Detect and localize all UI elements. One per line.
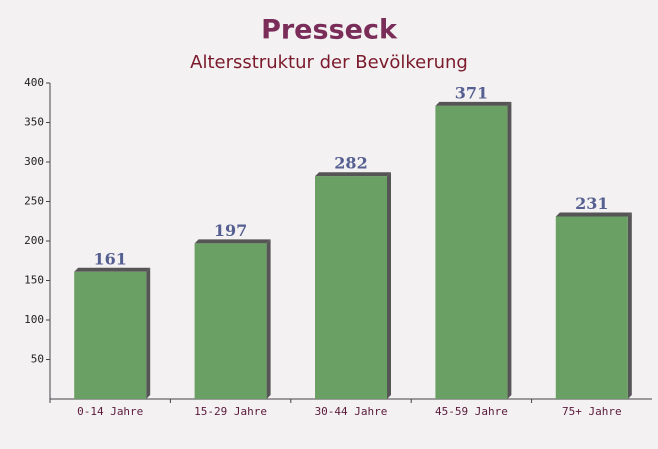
x-tick-label: 30-44 Jahre xyxy=(315,405,388,418)
y-tick-label: 250 xyxy=(24,195,44,208)
bar-shadow xyxy=(146,267,151,399)
y-tick-label: 150 xyxy=(24,274,44,287)
bar xyxy=(435,105,508,399)
y-tick-label: 400 xyxy=(24,76,44,89)
y-tick-label: 50 xyxy=(31,353,44,366)
bar-shadow xyxy=(74,267,151,272)
y-tick-label: 300 xyxy=(24,155,44,168)
chart-subtitle: Altersstruktur der Bevölkerung xyxy=(190,52,468,73)
x-tick-label: 75+ Jahre xyxy=(562,405,622,418)
bar-shadow xyxy=(387,172,391,399)
bar-shadow xyxy=(315,172,391,177)
y-tick-label: 350 xyxy=(24,116,44,129)
bar xyxy=(315,176,387,399)
chart-title: Presseck xyxy=(261,15,398,46)
bar-shadow xyxy=(266,239,271,399)
bar-shadow xyxy=(627,212,632,399)
bar-shadow xyxy=(555,212,632,217)
bar-shadow xyxy=(507,101,512,399)
bar-shadow xyxy=(194,239,271,244)
value-label: 371 xyxy=(455,83,488,102)
bar-shadow xyxy=(435,101,512,106)
bar xyxy=(555,216,628,399)
bar xyxy=(194,243,267,399)
value-label: 282 xyxy=(334,154,367,173)
x-tick-label: 45-59 Jahre xyxy=(435,405,508,418)
value-label: 161 xyxy=(93,249,126,268)
bar xyxy=(74,271,147,399)
x-tick-label: 0-14 Jahre xyxy=(77,405,143,418)
value-label: 231 xyxy=(575,194,608,213)
value-label: 197 xyxy=(214,221,247,240)
y-tick-label: 200 xyxy=(24,234,44,247)
y-tick-label: 100 xyxy=(24,313,44,326)
x-tick-label: 15-29 Jahre xyxy=(194,405,267,418)
